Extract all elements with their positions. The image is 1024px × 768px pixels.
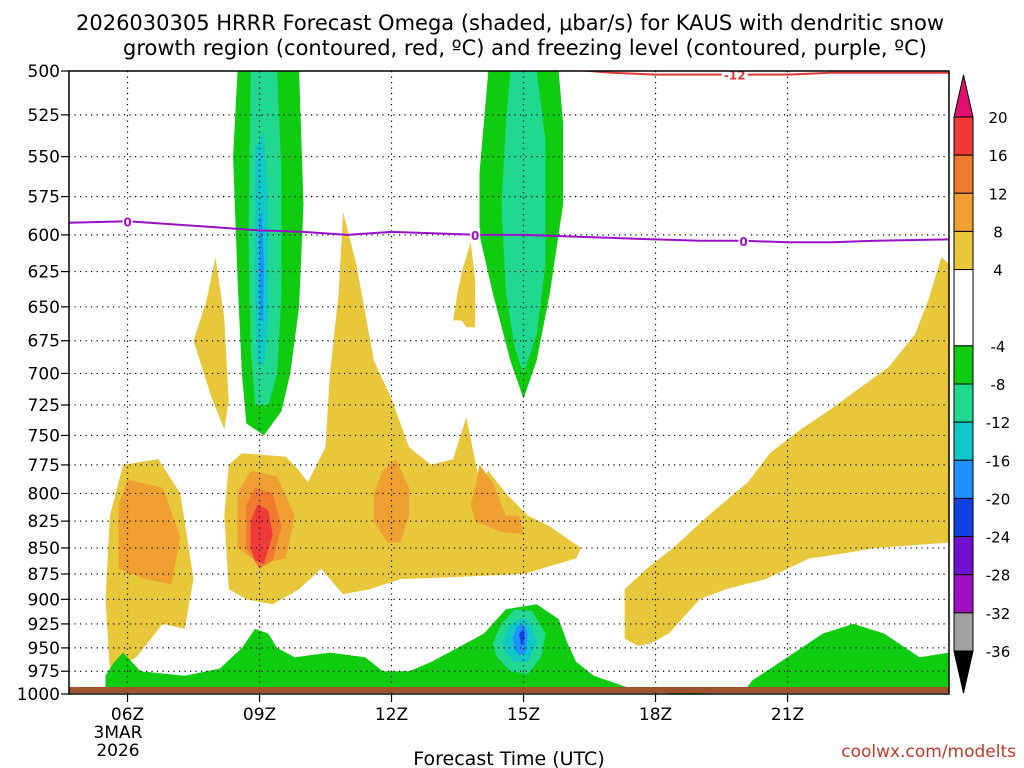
freezing-level-line-label-bg-0	[122, 214, 133, 228]
colorbar-band-16-to-20	[953, 116, 974, 156]
y-tick-label-650: 650	[28, 298, 60, 318]
colorbar-band--28-to--24	[953, 536, 974, 576]
y-tick-label-725: 725	[28, 396, 60, 416]
dgz-contour	[577, 71, 949, 76]
credit-text: coolwx.com/modelts	[841, 742, 1016, 762]
plot-frame	[68, 70, 950, 695]
colorbar-band--8-to--4	[953, 345, 974, 385]
terrain-band	[69, 687, 949, 693]
colorbar-label--8: -8	[991, 376, 1006, 394]
colorbar-band--12-to--8	[953, 383, 974, 423]
date-label-day: 3MAR	[94, 723, 143, 743]
omega-region-neg-col2-8	[501, 71, 546, 374]
y-tick-label-950: 950	[28, 639, 60, 659]
colorbar-band--24-to--20	[953, 497, 974, 538]
omega-region-neg-col1-16	[259, 212, 264, 321]
colorbar-label--36: -36	[986, 643, 1011, 661]
colorbar-under-triangle	[953, 650, 974, 694]
x-tick-label-15Z: 15Z	[507, 705, 540, 725]
colorbar-band--36-to--32	[953, 612, 974, 652]
colorbar-band-8-to-12	[953, 192, 974, 232]
colorbar-label--4: -4	[991, 338, 1006, 356]
y-axis: 500 525 550 575 600 625 650 675 700 725 750 775 800 8…	[17, 62, 69, 705]
x-axis-title: Forecast Time (UTC)	[413, 748, 604, 768]
y-tick-label-750: 750	[28, 426, 60, 446]
y-tick-label-825: 825	[28, 512, 60, 532]
contour-lines: -12 0 0 0	[69, 69, 949, 249]
y-tick-label-925: 925	[28, 615, 60, 635]
colorbar-label--24: -24	[986, 529, 1011, 547]
y-tick-label-875: 875	[28, 565, 60, 585]
colorbar-label-4: 4	[993, 262, 1003, 280]
y-tick-label-575: 575	[28, 188, 60, 208]
colorbar-label--28: -28	[986, 567, 1011, 585]
colorbar-label-20: 20	[988, 109, 1007, 127]
colorbar-label--12: -12	[986, 414, 1011, 432]
y-tick-label-775: 775	[28, 456, 60, 476]
x-tick-label-18Z: 18Z	[639, 705, 672, 725]
omega-shading	[105, 71, 949, 694]
date-label-year: 2026	[96, 741, 139, 761]
colorbar-label--20: -20	[986, 490, 1011, 508]
colorbar-band--32-to--28	[953, 574, 974, 614]
freezing-level-line-label-bg-2	[738, 233, 749, 247]
y-tick-label-550: 550	[28, 148, 60, 168]
colorbar: 20 16 12 8 4 -4 -8 -12 -16 -20 -24 -28 -32 -36	[953, 74, 1011, 694]
omega-region-pos-early-8	[118, 479, 181, 585]
grid	[69, 71, 949, 694]
freezing-level-line-label-bg-1	[470, 227, 481, 241]
colorbar-band-12-to-16	[953, 154, 974, 194]
y-tick-label-500: 500	[28, 62, 60, 82]
chart-title-line2: growth region (contoured, red, ºC) and f…	[123, 36, 927, 60]
y-tick-label-675: 675	[28, 332, 60, 352]
surface-terrain	[69, 687, 949, 693]
x-axis: 06Z 09Z 12Z 15Z 18Z 21Z	[111, 694, 804, 725]
freezing-level-line-label-2: 0	[739, 235, 747, 249]
colorbar-band--16-to--12	[953, 421, 974, 461]
freezing-level-line-label-1: 0	[471, 229, 479, 243]
colorbar-label--32: -32	[986, 605, 1011, 623]
omega-region-pos-13z-spike	[453, 242, 476, 328]
dgz-contour-label-0: -12	[724, 69, 746, 83]
x-tick-label-09Z: 09Z	[243, 705, 276, 725]
colorbar-over-triangle	[953, 74, 974, 118]
colorbar-band--20-to--16	[953, 459, 974, 499]
y-tick-label-625: 625	[28, 263, 60, 283]
chart-title-line1: 2026030305 HRRR Forecast Omega (shaded, …	[76, 11, 944, 35]
omega-region-pos-spike-west	[193, 257, 229, 430]
y-tick-label-700: 700	[28, 364, 60, 384]
omega-region-pos-09z-16	[250, 504, 273, 564]
y-tick-label-850: 850	[28, 539, 60, 559]
colorbar-label-16: 16	[988, 147, 1007, 165]
y-tick-label-525: 525	[28, 106, 60, 126]
colorbar-label--16: -16	[986, 452, 1011, 470]
y-tick-label-600: 600	[28, 226, 60, 246]
x-tick-label-06Z: 06Z	[111, 705, 144, 725]
colorbar-band-4-to-8	[953, 230, 974, 271]
dgz-contour-label-bg-0	[721, 71, 748, 81]
omega-region-pos-14z-8	[470, 464, 524, 535]
omega-region-pos-right	[624, 257, 949, 646]
colorbar-label-12: 12	[988, 185, 1007, 203]
colorbar-band--4-to-4	[953, 269, 974, 347]
y-tick-label-975: 975	[28, 662, 60, 682]
y-tick-label-800: 800	[28, 484, 60, 504]
colorbar-label-8: 8	[993, 223, 1003, 241]
x-tick-label-21Z: 21Z	[771, 705, 804, 725]
y-tick-label-900: 900	[28, 590, 60, 610]
freezing-level-line-label-0: 0	[123, 215, 131, 229]
y-tick-label-1000: 1000	[17, 685, 60, 705]
x-tick-label-12Z: 12Z	[375, 705, 408, 725]
freezing-level-line	[69, 220, 949, 244]
